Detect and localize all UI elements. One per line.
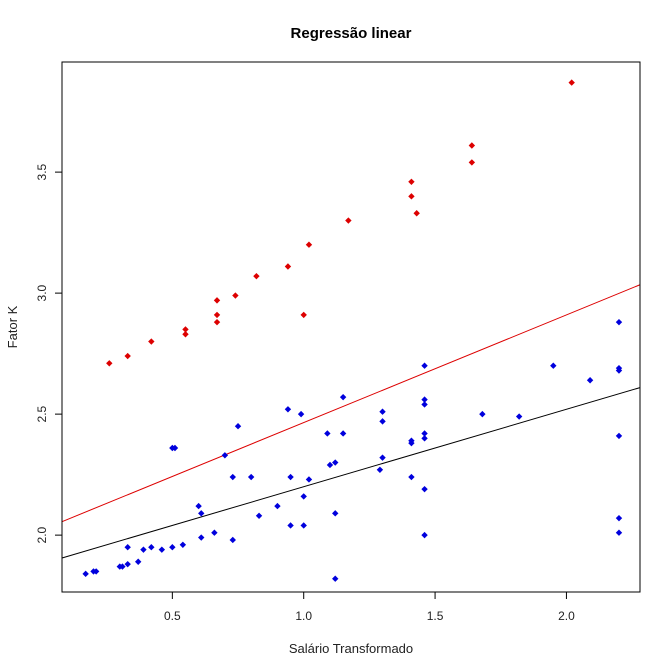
data-point-series-2-40 xyxy=(339,430,347,437)
data-point-series-1-1 xyxy=(106,360,113,367)
data-point-series-2-5 xyxy=(119,563,126,570)
data-point-series-2-7 xyxy=(124,544,131,551)
data-point-series-1-18 xyxy=(468,142,476,149)
regression-lines xyxy=(61,284,641,559)
data-point-series-2-38 xyxy=(332,575,339,582)
data-point-series-2-36 xyxy=(332,459,339,466)
data-point-series-2-34 xyxy=(324,430,331,437)
data-point-series-2-8 xyxy=(134,558,142,565)
data-point-series-2-27 xyxy=(284,406,292,413)
data-point-series-1-14 xyxy=(345,217,352,224)
data-point-series-2-39 xyxy=(339,393,347,401)
data-point-series-2-49 xyxy=(421,396,428,403)
data-point-series-2-15 xyxy=(179,541,187,549)
data-point-series-1-15 xyxy=(408,178,415,185)
x-axis: 0.5 1.0 1.5 2.0 xyxy=(164,592,575,623)
data-point-series-2-51 xyxy=(421,430,428,437)
data-point-series-2-16 xyxy=(195,502,202,510)
x-axis-label: Salário Transformado xyxy=(289,641,413,656)
data-point-series-2-32 xyxy=(300,522,307,529)
plot-frame xyxy=(61,61,641,593)
data-point-series-2-50 xyxy=(421,401,428,408)
data-point-series-1-13 xyxy=(305,241,313,248)
y-tick-label: 2.0 xyxy=(35,526,49,543)
data-point-series-2-62 xyxy=(615,432,623,440)
data-point-series-2-64 xyxy=(615,529,623,536)
data-point-series-1-5 xyxy=(182,331,189,338)
data-point-series-2-56 xyxy=(515,413,523,420)
data-point-series-2-3 xyxy=(92,568,100,575)
data-point-series-2-25 xyxy=(255,512,263,519)
data-point-series-2-55 xyxy=(479,410,486,418)
data-point-series-2-47 xyxy=(408,473,415,481)
data-point-series-2-61 xyxy=(615,367,623,374)
data-point-series-2-42 xyxy=(379,408,386,415)
data-point-series-2-14 xyxy=(171,444,179,452)
data-point-series-2-11 xyxy=(158,546,166,553)
data-point-series-1-19 xyxy=(468,159,476,166)
data-point-series-1-20 xyxy=(568,79,575,86)
data-point-series-2-6 xyxy=(124,560,131,568)
data-point-series-2-52 xyxy=(421,435,428,442)
y-tick-label: 3.0 xyxy=(35,284,49,301)
data-point-series-1-3 xyxy=(148,338,155,345)
data-point-series-1-12 xyxy=(300,311,307,319)
data-point-series-2-54 xyxy=(421,531,428,539)
data-point-series-2-59 xyxy=(615,318,623,326)
x-tick-label: 1.0 xyxy=(295,609,312,623)
data-point-series-2-41 xyxy=(376,466,384,473)
data-point-series-2-46 xyxy=(408,439,415,447)
data-point-series-1-9 xyxy=(232,292,239,299)
data-point-series-2-35 xyxy=(326,461,334,469)
data-point-series-1-4 xyxy=(182,326,189,333)
data-point-series-2-17 xyxy=(198,510,205,517)
data-point-series-2-19 xyxy=(211,529,218,536)
data-point-series-2-30 xyxy=(297,410,305,418)
data-point-series-2-24 xyxy=(247,473,255,481)
regression-line-1 xyxy=(61,284,641,523)
data-point-series-2-48 xyxy=(421,362,428,369)
data-point-series-2-37 xyxy=(332,510,339,517)
data-point-series-2-20 xyxy=(221,452,229,459)
data-point-series-1-8 xyxy=(213,318,221,326)
x-tick-label: 0.5 xyxy=(164,609,181,623)
data-point-series-2-63 xyxy=(615,514,623,522)
data-point-series-2-18 xyxy=(198,534,205,541)
data-points xyxy=(82,79,623,582)
data-point-series-1-17 xyxy=(413,210,420,217)
data-point-series-2-58 xyxy=(586,377,594,384)
data-point-series-2-12 xyxy=(169,544,176,551)
data-point-series-2-33 xyxy=(305,476,313,483)
chart-title: Regressão linear xyxy=(291,25,412,42)
y-axis: 2.0 2.5 3.0 3.5 xyxy=(35,163,62,543)
data-point-series-2-10 xyxy=(148,544,155,551)
data-point-series-2-23 xyxy=(234,423,242,430)
data-point-series-2-53 xyxy=(421,485,428,493)
data-point-series-2-44 xyxy=(379,454,386,461)
data-point-series-2-26 xyxy=(274,502,281,510)
data-point-series-1-16 xyxy=(408,193,415,200)
data-point-series-2-28 xyxy=(287,473,294,481)
data-point-series-1-2 xyxy=(124,352,131,360)
x-tick-label: 1.5 xyxy=(427,609,444,623)
data-point-series-1-11 xyxy=(284,263,292,270)
data-point-series-2-29 xyxy=(287,522,294,529)
y-tick-label: 3.5 xyxy=(35,163,49,180)
data-point-series-1-6 xyxy=(213,297,221,304)
data-point-series-2-22 xyxy=(229,536,236,544)
x-tick-label: 2.0 xyxy=(558,609,575,623)
data-point-series-2-21 xyxy=(229,473,236,481)
data-point-series-2-31 xyxy=(300,493,307,500)
data-point-series-2-9 xyxy=(140,546,147,553)
y-tick-label: 2.5 xyxy=(35,405,49,422)
data-point-series-2-57 xyxy=(550,362,557,369)
data-point-series-1-7 xyxy=(213,311,221,319)
data-point-series-2-43 xyxy=(379,418,386,425)
y-axis-label: Fator K xyxy=(5,305,20,348)
data-point-series-1-10 xyxy=(253,272,260,280)
regression-line-2 xyxy=(61,387,641,559)
data-point-series-2-1 xyxy=(82,570,89,578)
